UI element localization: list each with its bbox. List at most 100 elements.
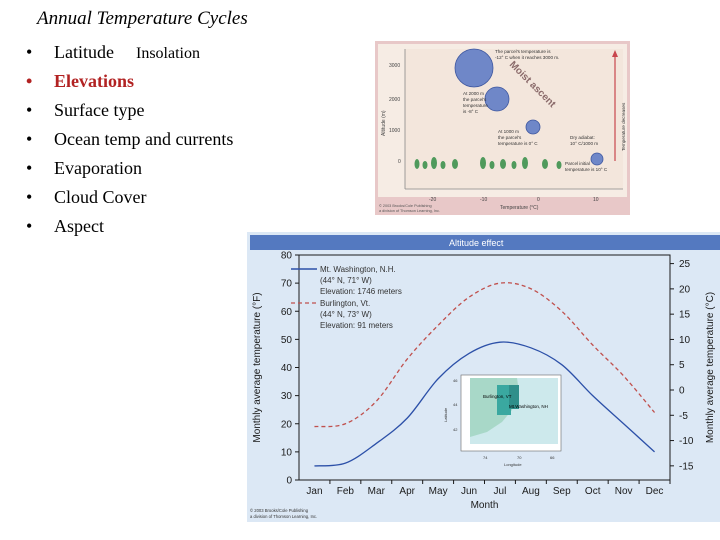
adiabatic-ascent-figure: 3000 2000 1000 0 Altitude (m) -20 -10 0 … [375, 41, 630, 215]
inset-label-mt-washington: Mt.Washington, NH [509, 404, 548, 409]
figure-credit: © 2003 Brooks/Cole Publishing a division … [379, 204, 440, 213]
legend-line: Mt. Washington, N.H. [320, 265, 396, 274]
chart-series [314, 282, 656, 467]
credit-line: a division of Thomson Learning, Inc. [379, 209, 440, 213]
x-axis-label: Month [471, 500, 499, 511]
x-tick-label: Sep [553, 486, 571, 497]
credit-line: © 2003 Brooks/Cole Publishing [250, 508, 309, 513]
y-right-tick-label: -15 [679, 461, 694, 472]
inset-vermont-region [497, 385, 511, 415]
tree-icon [522, 157, 528, 169]
annotation-line: the parcel's [498, 135, 522, 140]
bullet-text: Aspect [54, 216, 104, 236]
bullet-text: Cloud Cover [54, 187, 147, 207]
annotation-dry-adiabat: Dry adiabat: 10° C/1000 m [570, 135, 598, 146]
annotation-2000m: At 2000 m the parcel's temperature is -8° C [463, 91, 488, 114]
x-tick-label: -10 [480, 197, 487, 203]
inset-map: Burlington, VT Mt.Washington, NH 46 44 4… [443, 374, 562, 467]
x-tick-label: Mar [368, 486, 386, 497]
y-right-tick-label: -10 [679, 436, 694, 447]
bullet-text: Latitude [54, 42, 114, 62]
y-tick-label: 50 [281, 335, 293, 346]
slide-title: Annual Temperature Cycles [37, 8, 248, 29]
tree-icon [414, 159, 420, 169]
y-tick-label: 60 [281, 307, 293, 318]
bullet-latitude: • Latitude Insolation [26, 38, 233, 67]
bullet-dot: • [26, 100, 33, 120]
x-axis-label: Temperature (°C) [500, 205, 539, 211]
tree-row [414, 157, 562, 169]
x-tick-label: -20 [429, 197, 436, 203]
bullet-text: Ocean temp and currents [54, 129, 234, 149]
y-axis-label: Monthly average temperature (°F) [252, 292, 263, 442]
bullet-ocean: • Ocean temp and currents [26, 125, 233, 154]
bullet-surface-type: • Surface type [26, 96, 233, 125]
tree-icon [500, 159, 506, 169]
y-tick-label: 1000 [389, 128, 400, 134]
y-right-tick-label: 15 [679, 310, 691, 321]
series-line-burlington-vt [314, 282, 656, 428]
tree-icon [431, 157, 437, 169]
chart-header [250, 235, 720, 250]
y-tick-label: 0 [286, 476, 292, 487]
inset-lon-tick: 70 [517, 455, 522, 460]
annotation-line: -12° C when it reaches 3000 m. [495, 55, 559, 60]
x-tick-label: Oct [585, 486, 601, 497]
bullet-list: • Latitude Insolation • Elevations • Surface… [26, 38, 233, 241]
tree-icon [511, 161, 517, 169]
x-tick-label: Feb [337, 486, 355, 497]
y-tick-label: 10 [281, 447, 293, 458]
annotation-line: Dry adiabat: [570, 135, 595, 140]
y-tick-label: 3000 [389, 63, 400, 69]
bullet-dot: • [26, 158, 33, 178]
series-line-mt-washington-n-h [314, 341, 655, 467]
x-tick-label: Aug [522, 486, 540, 497]
x-tick-label: Jul [494, 486, 507, 497]
legend-line: (44° N, 71° W) [320, 276, 372, 285]
annotation-3000m: The parcel's temperature is -12° C when i… [495, 49, 559, 60]
y-right-tick-label: 0 [679, 386, 685, 397]
chart-credit: © 2003 Brooks/Cole Publishing a division … [250, 508, 317, 519]
inset-lat-tick: 44 [453, 402, 458, 407]
y-right-tick-label: 20 [679, 284, 691, 295]
annotation-line: temperature is 10° C [565, 167, 608, 172]
y-tick-label: 0 [398, 159, 401, 165]
arrow-label: Temperature decreases [621, 102, 626, 151]
bullet-dot: • [26, 216, 33, 236]
tree-icon [422, 161, 428, 169]
y-tick-label: 20 [281, 419, 293, 430]
x-tick-label: Jun [461, 486, 477, 497]
x-tick-label: Jan [306, 486, 322, 497]
inset-lon-label: Longitude [504, 462, 522, 467]
y-axis-label: Altitude (m) [381, 110, 387, 136]
inset-newhampshire-region [509, 385, 519, 409]
legend-line: Elevation: 1746 meters [320, 287, 402, 296]
inset-lat-tick: 46 [453, 378, 458, 383]
bullet-dot: • [26, 129, 33, 149]
y-right-tick-label: 10 [679, 335, 691, 346]
bullet-dot: • [26, 42, 33, 62]
bullet-dot: • [26, 71, 33, 91]
chart-legend: Mt. Washington, N.H. (44° N, 71° W) Elevat… [291, 265, 402, 330]
y-right-tick-label: -5 [679, 411, 688, 422]
y-right-axis-label: Monthly average temperature (°C) [705, 292, 716, 443]
annotation-line: temperature is 0° C [498, 141, 538, 146]
annotation-parcel-initial: Parcel initial temperature is 10° C [565, 161, 608, 172]
air-parcel-1000m [525, 119, 541, 135]
inset-lat-tick: 42 [453, 427, 458, 432]
y-tick-label: 40 [281, 363, 293, 374]
annotation-line: The parcel's temperature is [495, 49, 551, 54]
bullet-cloud-cover: • Cloud Cover [26, 183, 233, 212]
tree-icon [452, 159, 458, 169]
legend-entry-burlington: Burlington, Vt. (44° N, 73° W) Elevation: … [320, 299, 393, 330]
annotation-line: temperature [463, 103, 488, 108]
altitude-effect-chart: Altitude effect 010203040506070802520151… [247, 232, 720, 522]
y-tick-label: 80 [281, 251, 293, 262]
x-tick-label: Nov [615, 486, 633, 497]
air-parcel-2000m [484, 86, 510, 112]
annotation-1000m: At 1000 m the parcel's temperature is 0° C [498, 129, 538, 146]
y-right-tick-label: 5 [679, 360, 685, 371]
x-tick-label: 0 [537, 197, 540, 203]
bullet-text: Surface type [54, 100, 145, 120]
